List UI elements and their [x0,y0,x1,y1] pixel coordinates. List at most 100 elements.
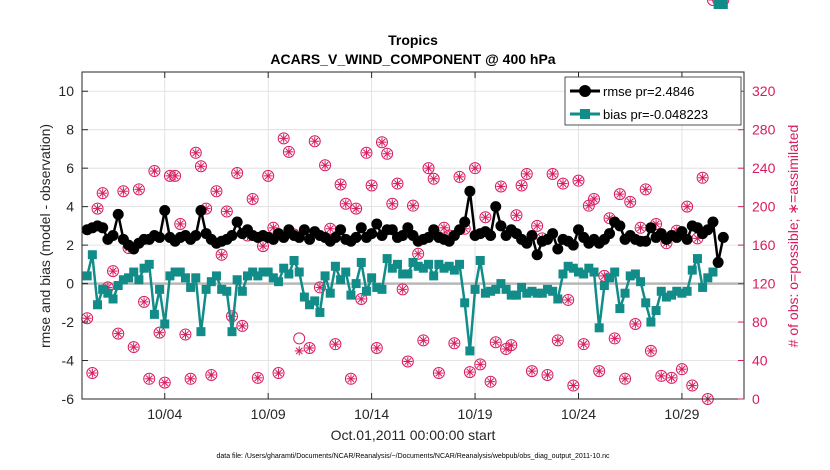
obs-assimilated-point [434,368,444,378]
obs-possible-point [272,367,285,380]
bias-point [113,281,123,291]
obs-assimilated-point [522,169,532,179]
obs-possible-point [696,171,709,184]
obs-assimilated-point [511,210,521,220]
bias-point [661,292,671,302]
y-tick-label: 4 [66,199,74,215]
x-tick-label: 10/14 [354,406,389,422]
bias-point [211,271,221,281]
obs-possible-point [624,195,637,208]
obs-assimilated-point [475,359,485,369]
obs-possible-point [303,342,316,355]
obs-possible-point [184,372,197,385]
legend-bias-label: bias pr=-0.048223 [603,107,708,122]
bias-point [692,254,702,264]
obs-possible-point [463,366,476,379]
y-tick-label: 2 [66,237,74,253]
y-ticks: -6 -4 -2 0 2 4 6 8 10 [58,83,88,407]
obs-assimilated-point [548,169,558,179]
obs-assimilated-point [579,339,589,349]
rmse-point [521,237,533,249]
rmse-point [402,222,414,234]
bias-point [558,269,568,279]
rmse-point [614,220,626,232]
bias-point [367,273,377,283]
obs-assimilated-point [584,201,594,211]
bias-point [574,267,583,277]
obs-assimilated-point [656,371,666,381]
x-ticks: 10/04 10/09 10/14 10/19 10/24 10/29 [147,72,700,422]
bias-point [568,263,578,273]
rmse-point [335,224,347,236]
obs-possible-point [665,371,678,384]
y-right-tick-label: 200 [752,199,776,215]
obs-assimilated-point [98,188,108,198]
bias-point [703,273,713,283]
rmse-point [454,224,466,236]
bias-point [186,282,196,292]
bias-point [336,275,346,285]
x-tick-label: 10/04 [147,406,182,422]
obs-assimilated-point [87,368,97,378]
bias-point [82,271,92,281]
obs-assimilated-point [615,189,625,199]
obs-assimilated-point [139,297,149,307]
obs-possible-point [494,180,507,193]
bias-point [93,300,103,310]
bias-point [279,263,289,273]
obs-possible-point [448,337,461,350]
obs-assimilated-point [439,223,449,233]
bias-point [687,265,697,275]
bias-point [299,292,309,302]
obs-assimilated-point [610,333,620,343]
bias-point [170,267,180,277]
rmse-point [231,216,243,228]
obs-assimilated-point [134,184,144,194]
rmse-point [552,243,564,255]
obs-possible-point [531,219,544,232]
bias-point [341,267,351,277]
bias-point [263,267,273,277]
obs-assimilated-point [677,364,687,374]
obs-possible-point [91,202,104,215]
obs-assimilated-point [625,197,635,207]
bias-point [475,256,485,266]
series-layer [81,0,729,356]
obs-possible-point [143,372,156,385]
bias-point [356,257,366,267]
bias-point [258,267,268,277]
rmse-point [567,239,579,251]
obs-possible-point [194,160,207,173]
obs-possible-point [148,165,161,178]
obs-possible-point [639,183,652,196]
obs-assimilated-point [180,330,190,340]
obs-possible-point [515,179,528,192]
bias-point [630,269,640,279]
rmse-point [190,230,202,241]
x-tick-label: 10/09 [251,406,286,422]
obs-possible-point [432,367,445,380]
obs-possible-point [319,159,332,172]
obs-assimilated-point [325,224,335,234]
bias-point [139,263,149,273]
bias-point [330,261,340,271]
bias-point [124,273,134,283]
obs-assimilated-point [486,377,496,387]
obs-possible-point [675,363,688,376]
bias-point [206,277,216,287]
rmse-point [712,256,724,268]
bias-point [160,319,170,329]
obs-possible-point [608,332,621,345]
bias-point [165,271,175,281]
obs-assimilated-point [470,163,480,173]
obs-possible-point [386,197,399,210]
bias-point [196,327,206,337]
obs-assimilated-point [496,181,506,191]
bias-point [610,267,620,277]
obs-assimilated-point [449,338,459,348]
obs-possible-point [525,365,538,378]
obs-possible-point [308,135,321,148]
obs-possible-point [681,200,694,213]
bias-point [708,267,718,277]
y-tick-label: 10 [58,83,74,99]
